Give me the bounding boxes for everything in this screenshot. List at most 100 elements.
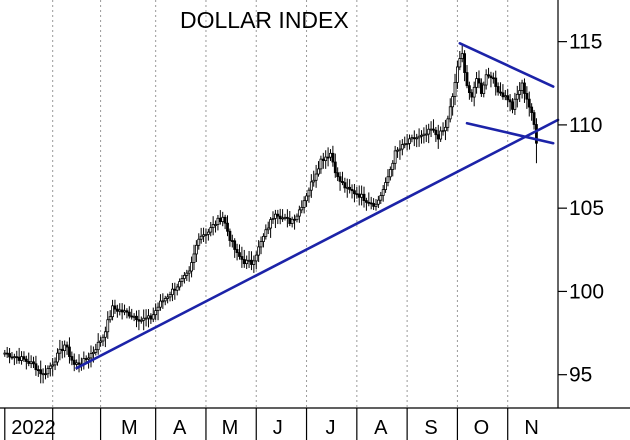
price-bar-body [362, 193, 366, 202]
price-bar-body [393, 150, 397, 164]
price-bar-body [48, 365, 52, 369]
price-bar-body [77, 362, 81, 365]
price-bar-body [24, 358, 28, 362]
price-bar-body [427, 128, 431, 135]
price-bar-body [436, 134, 440, 140]
price-bar-body [175, 286, 179, 291]
price-bar-body [235, 249, 239, 254]
price-bar-body [353, 190, 356, 195]
price-bar-body [408, 138, 411, 144]
price-bar-body [496, 86, 500, 93]
price-bar-body [113, 305, 117, 310]
price-bar-body [283, 216, 287, 219]
price-bar-body [254, 254, 258, 262]
price-bar-body [297, 209, 301, 217]
price-bar-body [39, 369, 43, 375]
price-bar-body [211, 224, 215, 229]
price-bar-body [20, 356, 23, 361]
price-bar-body [479, 82, 483, 94]
price-bar-body [12, 356, 16, 359]
price-bar-body [41, 373, 45, 376]
price-bar-body [68, 346, 71, 357]
price-bar-body [470, 92, 474, 98]
price-bar-body [441, 130, 445, 133]
price-bar-body [388, 169, 392, 178]
price-bar-body [302, 200, 306, 208]
price-bar-body [132, 315, 136, 318]
month-label: M [121, 417, 138, 439]
price-bar-body [491, 77, 495, 80]
month-label: S [424, 417, 437, 439]
price-bar-body [501, 92, 505, 98]
price-bar-body [432, 128, 435, 131]
price-bar-body [187, 270, 191, 274]
price-bar-body [444, 126, 447, 132]
price-bar-body [477, 78, 481, 84]
price-bar-body [65, 344, 69, 348]
price-bar-body [513, 98, 517, 110]
price-bar-body [8, 353, 11, 358]
price-bar-body [494, 77, 498, 87]
price-bar-body [343, 182, 347, 189]
price-bar-body [324, 156, 328, 162]
price-bar-body [185, 272, 189, 276]
price-bar-body [281, 217, 284, 220]
price-bar-body [499, 91, 502, 94]
price-bar-body [89, 353, 93, 359]
lower-wedge-line [465, 121, 555, 145]
price-bar-body [178, 281, 182, 288]
upper-wedge-line [458, 41, 555, 88]
price-bar-body [216, 217, 220, 225]
price-bar-body [147, 315, 150, 319]
y-tick-label: 110 [569, 114, 602, 137]
price-bar-body [288, 217, 292, 224]
price-bar-body [422, 133, 426, 136]
price-bar-body [115, 308, 119, 312]
price-bar-body [192, 253, 196, 263]
price-bar-body [295, 215, 299, 221]
price-bar-body [465, 72, 469, 87]
price-bar-body [166, 296, 170, 299]
price-bar-body [271, 218, 275, 220]
price-bar-body [429, 128, 433, 131]
month-label: O [474, 417, 490, 439]
price-bar-body [518, 90, 522, 95]
price-bar-body [384, 182, 387, 191]
price-bar-body [448, 106, 452, 120]
price-bar-body [27, 361, 31, 364]
trendlines [75, 41, 560, 370]
price-bar-body [72, 359, 76, 365]
price-bar-body [400, 144, 404, 150]
price-bar-body [137, 319, 141, 322]
price-bar-body [197, 238, 201, 246]
price-bar-body [262, 235, 265, 242]
price-bar-body [285, 216, 289, 219]
price-bar-body [156, 306, 160, 312]
price-bar-body [410, 137, 414, 140]
price-bar-body [46, 368, 50, 375]
y-tick-label: 100 [569, 280, 604, 303]
price-bar-body [171, 288, 174, 296]
price-bar-body [91, 351, 95, 355]
price-bar-body [424, 133, 428, 136]
price-bar-body [56, 352, 59, 363]
price-bar-body [333, 161, 337, 174]
price-bar-body [3, 352, 7, 355]
price-bar-body [374, 203, 378, 207]
price-bar-body [226, 222, 229, 232]
price-bar-body [446, 118, 450, 128]
price-bar-body [319, 158, 323, 170]
price-bar-body [127, 311, 131, 317]
price-bar-body [206, 231, 210, 235]
price-bar-body [274, 213, 277, 219]
month-label: M [222, 417, 239, 439]
price-bar-body [36, 369, 40, 372]
price-bar-body [460, 53, 464, 59]
price-bar-body [123, 310, 126, 313]
y-tick-label: 105 [569, 197, 604, 220]
chart-title: DOLLAR INDEX [180, 7, 349, 33]
month-label: A [374, 417, 388, 439]
price-bar-body [489, 75, 493, 79]
price-bar-body [307, 189, 311, 197]
